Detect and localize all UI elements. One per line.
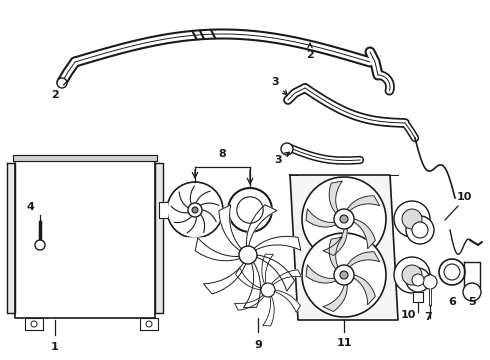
Polygon shape <box>354 219 375 249</box>
Circle shape <box>146 321 152 327</box>
Circle shape <box>302 233 386 317</box>
Circle shape <box>281 143 293 155</box>
Polygon shape <box>15 158 155 318</box>
Circle shape <box>394 257 430 293</box>
Polygon shape <box>354 275 375 305</box>
Text: 1: 1 <box>51 342 59 352</box>
Circle shape <box>423 275 437 289</box>
Circle shape <box>406 268 430 292</box>
Circle shape <box>439 259 465 285</box>
Circle shape <box>35 240 45 250</box>
Polygon shape <box>203 262 246 294</box>
Text: 4: 4 <box>26 202 34 212</box>
Circle shape <box>261 283 275 297</box>
Circle shape <box>340 271 348 279</box>
Polygon shape <box>271 270 301 285</box>
Text: 5: 5 <box>468 297 476 307</box>
Polygon shape <box>323 229 347 256</box>
Circle shape <box>167 182 223 238</box>
Circle shape <box>237 197 263 223</box>
Circle shape <box>188 203 202 217</box>
Polygon shape <box>347 196 380 211</box>
Circle shape <box>412 222 428 238</box>
Circle shape <box>192 207 198 213</box>
Circle shape <box>444 264 460 280</box>
Polygon shape <box>140 318 158 330</box>
Text: 8: 8 <box>219 149 226 159</box>
Text: 6: 6 <box>448 297 456 307</box>
Polygon shape <box>413 292 423 302</box>
Polygon shape <box>185 238 205 248</box>
Text: 10: 10 <box>456 192 472 202</box>
Text: 10: 10 <box>400 310 416 320</box>
Polygon shape <box>236 267 262 290</box>
Text: 9: 9 <box>254 340 262 350</box>
Circle shape <box>57 78 67 88</box>
Polygon shape <box>306 265 336 283</box>
Polygon shape <box>7 163 15 313</box>
Polygon shape <box>25 318 43 330</box>
Text: 3: 3 <box>271 77 287 95</box>
Polygon shape <box>13 155 157 161</box>
Circle shape <box>412 274 424 286</box>
Polygon shape <box>262 254 273 285</box>
Circle shape <box>228 188 272 232</box>
Polygon shape <box>464 262 480 288</box>
Polygon shape <box>263 295 274 326</box>
Circle shape <box>31 321 37 327</box>
Text: 11: 11 <box>336 338 352 348</box>
Polygon shape <box>235 294 265 310</box>
Circle shape <box>302 177 386 261</box>
Polygon shape <box>155 163 163 313</box>
Circle shape <box>394 201 430 237</box>
Polygon shape <box>256 255 294 291</box>
Polygon shape <box>159 202 167 218</box>
Polygon shape <box>323 284 347 311</box>
Polygon shape <box>244 261 260 308</box>
Text: 2: 2 <box>306 43 314 60</box>
Circle shape <box>239 246 257 264</box>
Text: 3: 3 <box>274 152 290 165</box>
Polygon shape <box>329 237 343 269</box>
Polygon shape <box>246 205 277 247</box>
Circle shape <box>463 283 481 301</box>
Text: 2: 2 <box>51 82 66 100</box>
Circle shape <box>402 265 422 285</box>
Circle shape <box>402 209 422 229</box>
Polygon shape <box>253 237 301 251</box>
Polygon shape <box>195 238 241 261</box>
Circle shape <box>340 215 348 223</box>
Circle shape <box>406 216 434 244</box>
Polygon shape <box>306 209 336 227</box>
Polygon shape <box>329 181 343 213</box>
Polygon shape <box>274 290 300 312</box>
Polygon shape <box>290 175 398 320</box>
Polygon shape <box>347 252 380 267</box>
Polygon shape <box>219 205 242 251</box>
Circle shape <box>334 265 354 285</box>
Circle shape <box>334 209 354 229</box>
Text: 7: 7 <box>424 312 432 322</box>
